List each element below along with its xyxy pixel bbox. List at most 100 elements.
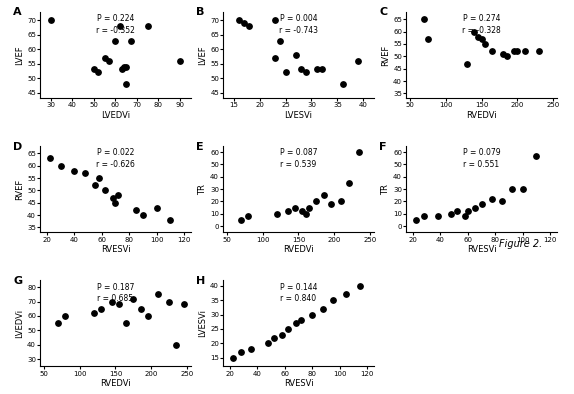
Point bbox=[270, 55, 280, 61]
Point bbox=[45, 155, 55, 162]
Point bbox=[70, 167, 79, 174]
Point bbox=[108, 195, 117, 201]
Text: E: E bbox=[196, 141, 204, 152]
X-axis label: RVESVi: RVESVi bbox=[284, 379, 313, 388]
Point bbox=[355, 282, 364, 289]
Point bbox=[488, 196, 497, 202]
Point bbox=[297, 208, 307, 214]
Point bbox=[305, 204, 314, 211]
Point bbox=[447, 211, 456, 217]
Point bbox=[245, 23, 254, 30]
Point bbox=[114, 301, 123, 308]
Point bbox=[498, 51, 507, 57]
Text: B: B bbox=[196, 7, 204, 17]
Point bbox=[154, 291, 163, 297]
Point bbox=[342, 291, 351, 297]
Point bbox=[111, 37, 120, 44]
Point bbox=[509, 48, 518, 54]
X-axis label: RVEDVi: RVEDVi bbox=[283, 245, 314, 254]
Point bbox=[179, 301, 188, 308]
Point bbox=[90, 310, 99, 316]
Point bbox=[126, 37, 135, 44]
Point bbox=[291, 320, 300, 326]
Point bbox=[355, 149, 364, 155]
Point bbox=[474, 33, 483, 40]
Point bbox=[172, 342, 181, 348]
Point bbox=[90, 66, 99, 72]
Text: G: G bbox=[13, 276, 22, 286]
Point bbox=[480, 41, 490, 47]
Text: D: D bbox=[13, 141, 22, 152]
Point bbox=[290, 204, 300, 211]
Point bbox=[143, 313, 152, 319]
Point bbox=[338, 81, 347, 87]
Point bbox=[61, 313, 70, 319]
X-axis label: RVEDVi: RVEDVi bbox=[466, 111, 497, 120]
Point bbox=[283, 208, 292, 214]
Point bbox=[264, 340, 273, 346]
Point bbox=[344, 180, 353, 186]
X-axis label: RVESVi: RVESVi bbox=[467, 245, 497, 254]
Point bbox=[532, 152, 541, 159]
Point bbox=[236, 349, 246, 355]
Text: A: A bbox=[13, 7, 22, 17]
Point bbox=[301, 211, 310, 217]
Point bbox=[270, 17, 280, 24]
Point bbox=[56, 162, 65, 169]
Point bbox=[122, 63, 131, 70]
Point bbox=[507, 186, 516, 192]
Point bbox=[463, 61, 472, 67]
Point bbox=[520, 48, 529, 54]
Point bbox=[423, 36, 432, 42]
Text: P = 0.087
r = 0.539: P = 0.087 r = 0.539 bbox=[280, 149, 317, 169]
Point bbox=[95, 175, 104, 181]
Y-axis label: TR: TR bbox=[198, 184, 207, 195]
Point bbox=[246, 346, 255, 352]
Point bbox=[312, 66, 321, 72]
Point bbox=[502, 53, 511, 59]
Point bbox=[498, 198, 507, 204]
Y-axis label: RVEF: RVEF bbox=[381, 45, 390, 66]
Point bbox=[411, 217, 420, 223]
Y-axis label: LVEDVi: LVEDVi bbox=[15, 309, 24, 338]
Text: P = 0.144
r = 0.840: P = 0.144 r = 0.840 bbox=[280, 282, 317, 303]
Point bbox=[244, 213, 253, 219]
Point bbox=[283, 326, 292, 332]
Point bbox=[291, 52, 300, 58]
Point bbox=[460, 213, 470, 219]
Point bbox=[96, 306, 106, 312]
Point bbox=[81, 170, 90, 176]
Point bbox=[165, 298, 174, 305]
Point bbox=[477, 36, 486, 42]
Text: F: F bbox=[379, 141, 387, 152]
Point bbox=[111, 199, 120, 206]
Point bbox=[239, 20, 249, 26]
Point bbox=[319, 306, 328, 312]
Point bbox=[276, 37, 285, 44]
Point bbox=[326, 201, 335, 207]
Point bbox=[46, 17, 56, 24]
Text: P = 0.079
r = 0.551: P = 0.079 r = 0.551 bbox=[463, 149, 501, 169]
Point bbox=[236, 217, 246, 223]
X-axis label: LVEDVi: LVEDVi bbox=[101, 111, 130, 120]
Text: P = 0.022
r = -0.626: P = 0.022 r = -0.626 bbox=[96, 149, 135, 169]
Point bbox=[143, 23, 152, 30]
Point bbox=[488, 48, 497, 54]
Text: P = 0.274
r = -0.328: P = 0.274 r = -0.328 bbox=[462, 15, 501, 35]
Point bbox=[100, 187, 109, 193]
Point bbox=[90, 182, 99, 189]
Point bbox=[119, 63, 129, 70]
Point bbox=[281, 69, 290, 76]
Point bbox=[354, 58, 363, 64]
Point bbox=[337, 198, 346, 204]
Point bbox=[131, 207, 141, 213]
Point bbox=[53, 320, 63, 326]
Y-axis label: LVEF: LVEF bbox=[198, 45, 207, 65]
Point bbox=[470, 204, 479, 211]
Point bbox=[319, 192, 328, 199]
Y-axis label: TR: TR bbox=[381, 184, 390, 195]
Text: P = 0.187
r = 0.685: P = 0.187 r = 0.685 bbox=[97, 282, 134, 303]
Point bbox=[234, 17, 243, 24]
Text: H: H bbox=[196, 276, 205, 286]
Point bbox=[114, 192, 123, 199]
